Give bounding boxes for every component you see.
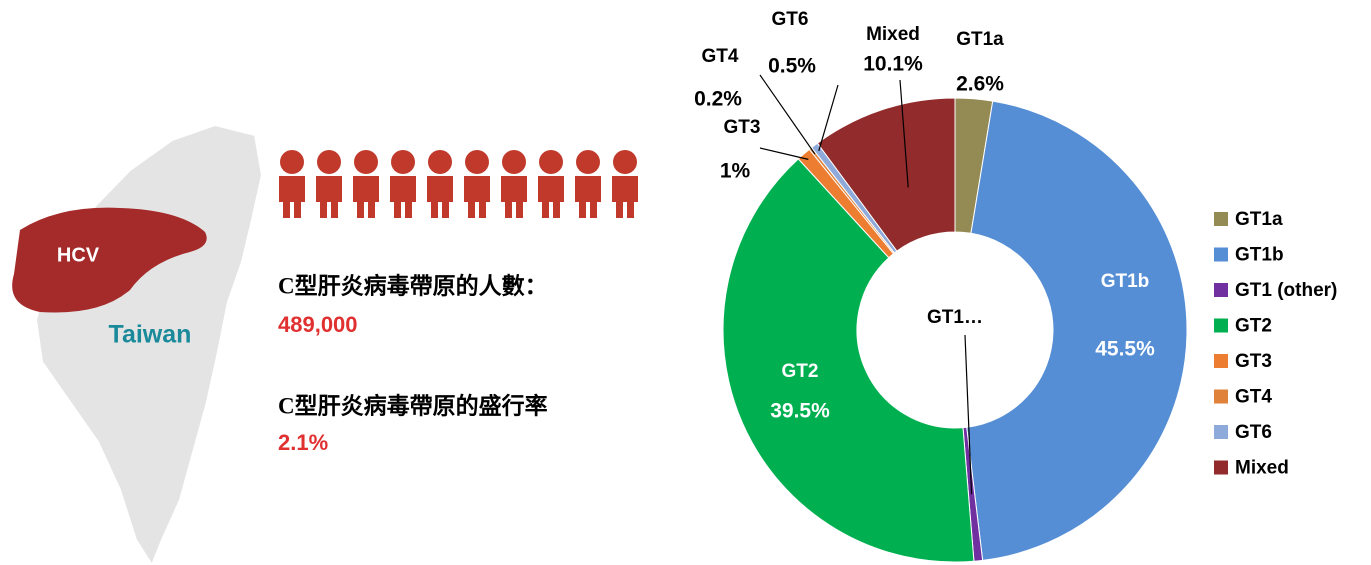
legend-swatch xyxy=(1214,354,1228,368)
person-head xyxy=(502,150,526,174)
legend-label: GT3 xyxy=(1235,351,1272,372)
slice-value: 1% xyxy=(720,160,751,183)
slice-name: GT1a xyxy=(956,29,1004,50)
slice-value: 39.5% xyxy=(770,400,830,423)
donut-slice xyxy=(816,97,956,252)
person-body xyxy=(390,176,416,218)
leader-line xyxy=(899,79,909,188)
person-head xyxy=(317,150,341,174)
legend-label: GT1b xyxy=(1235,245,1284,266)
person-body xyxy=(279,176,305,218)
prevalence-value: 2.1% xyxy=(278,430,328,455)
person-head xyxy=(354,150,378,174)
slice-name: GT1… xyxy=(927,307,983,328)
slice-value: 0.5% xyxy=(768,55,816,78)
slice-value: 2.6% xyxy=(956,73,1004,96)
donut-slice xyxy=(722,158,975,563)
person-head xyxy=(539,150,563,174)
leader-line xyxy=(759,147,809,160)
slice-name: GT2 xyxy=(782,361,819,382)
legend-label: GT4 xyxy=(1235,387,1272,408)
person-body xyxy=(501,176,527,218)
slice-name: GT3 xyxy=(724,117,761,138)
person-head xyxy=(280,150,304,174)
legend-swatch xyxy=(1214,460,1228,475)
legend-label: Mixed xyxy=(1235,458,1289,479)
legend-label: GT1 (other) xyxy=(1235,280,1337,301)
region-label: Taiwan xyxy=(109,321,192,349)
slice-value: 10.1% xyxy=(863,53,923,76)
prevalence-label: C型肝炎病毒帶原的盛行率 xyxy=(278,392,548,418)
legend-label: GT2 xyxy=(1235,316,1272,337)
slice-value: 0.2% xyxy=(694,88,742,111)
legend-swatch xyxy=(1214,283,1228,297)
donut-slice xyxy=(966,100,1188,561)
slice-name: GT4 xyxy=(702,46,739,67)
liver xyxy=(12,207,207,313)
legend-label: GT1a xyxy=(1235,209,1283,230)
slice-name: Mixed xyxy=(866,24,920,45)
person-body xyxy=(612,176,638,218)
person-body xyxy=(427,176,453,218)
person-body xyxy=(353,176,379,218)
slice-value: 45.5% xyxy=(1095,338,1155,361)
person-head xyxy=(613,150,637,174)
people-icons xyxy=(279,150,638,218)
person-head xyxy=(465,150,489,174)
legend-swatch xyxy=(1214,318,1228,333)
legend-label: GT6 xyxy=(1235,422,1272,443)
slice-name: GT6 xyxy=(772,9,809,30)
leader-line xyxy=(759,74,816,155)
person-head xyxy=(576,150,600,174)
legend-swatch xyxy=(1214,389,1228,404)
leader-line xyxy=(964,334,973,495)
liver-label: HCV xyxy=(57,244,100,266)
carriers-label: C型肝炎病毒帶原的人數： xyxy=(278,272,548,298)
legend-swatch xyxy=(1214,425,1228,439)
leader-line xyxy=(818,84,839,152)
person-body xyxy=(538,176,564,218)
person-body xyxy=(464,176,490,218)
legend-swatch xyxy=(1214,212,1228,226)
person-body xyxy=(316,176,342,218)
person-head xyxy=(428,150,452,174)
legend-swatch xyxy=(1214,247,1228,262)
slice-name: GT1b xyxy=(1101,271,1150,292)
person-head xyxy=(391,150,415,174)
carriers-value: 489,000 xyxy=(278,312,358,337)
person-body xyxy=(575,176,601,218)
